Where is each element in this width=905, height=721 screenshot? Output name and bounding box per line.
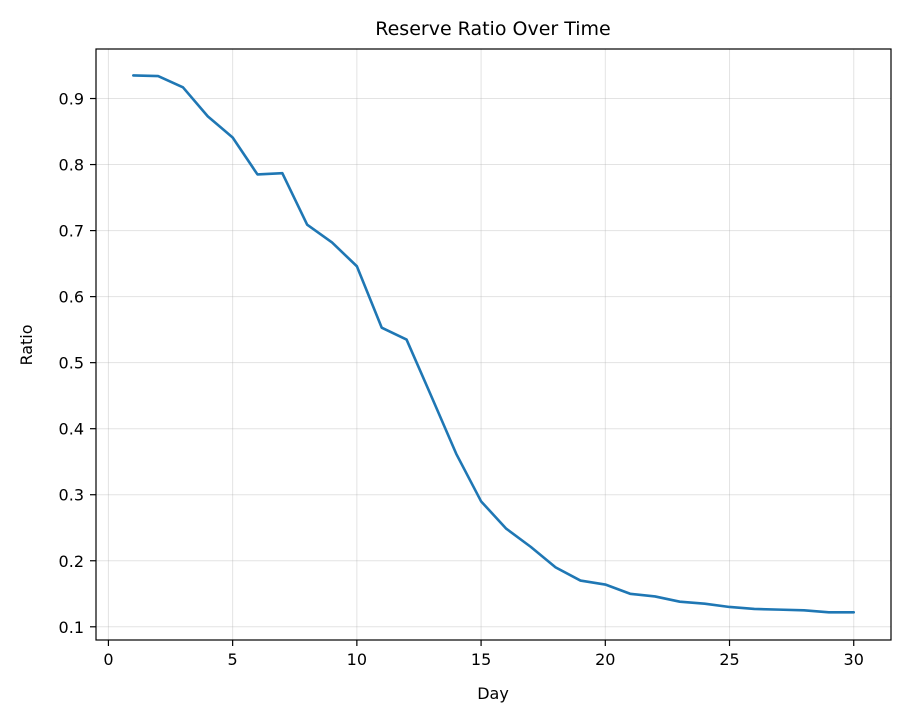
x-tick-label: 5 — [228, 650, 238, 669]
y-tick-label: 0.4 — [59, 420, 84, 439]
y-tick-label: 0.8 — [59, 156, 84, 175]
x-tick-label: 15 — [471, 650, 491, 669]
series-line — [131, 74, 856, 614]
x-axis-label: Day — [477, 684, 509, 703]
x-tick-label: 0 — [103, 650, 113, 669]
grid-lines — [96, 49, 891, 640]
x-axis-ticks: 0 5 10 15 20 25 30 — [103, 640, 864, 669]
y-tick-label: 0.2 — [59, 552, 84, 571]
y-axis-label: Ratio — [17, 324, 36, 365]
y-axis-ticks: 0.1 0.2 0.3 0.4 0.5 0.6 0.7 0.8 0.9 — [59, 90, 96, 637]
x-tick-label: 30 — [844, 650, 864, 669]
y-tick-label: 0.7 — [59, 222, 84, 241]
x-tick-label: 10 — [347, 650, 367, 669]
y-tick-label: 0.1 — [59, 618, 84, 637]
y-tick-label: 0.9 — [59, 90, 84, 109]
plot-frame — [95, 48, 892, 641]
y-tick-label: 0.3 — [59, 486, 84, 505]
chart-title: Reserve Ratio Over Time — [375, 18, 610, 40]
y-tick-label: 0.5 — [59, 354, 84, 373]
y-tick-label: 0.6 — [59, 288, 84, 307]
series-layer — [131, 74, 856, 614]
x-tick-label: 25 — [719, 650, 739, 669]
x-tick-label: 20 — [595, 650, 615, 669]
